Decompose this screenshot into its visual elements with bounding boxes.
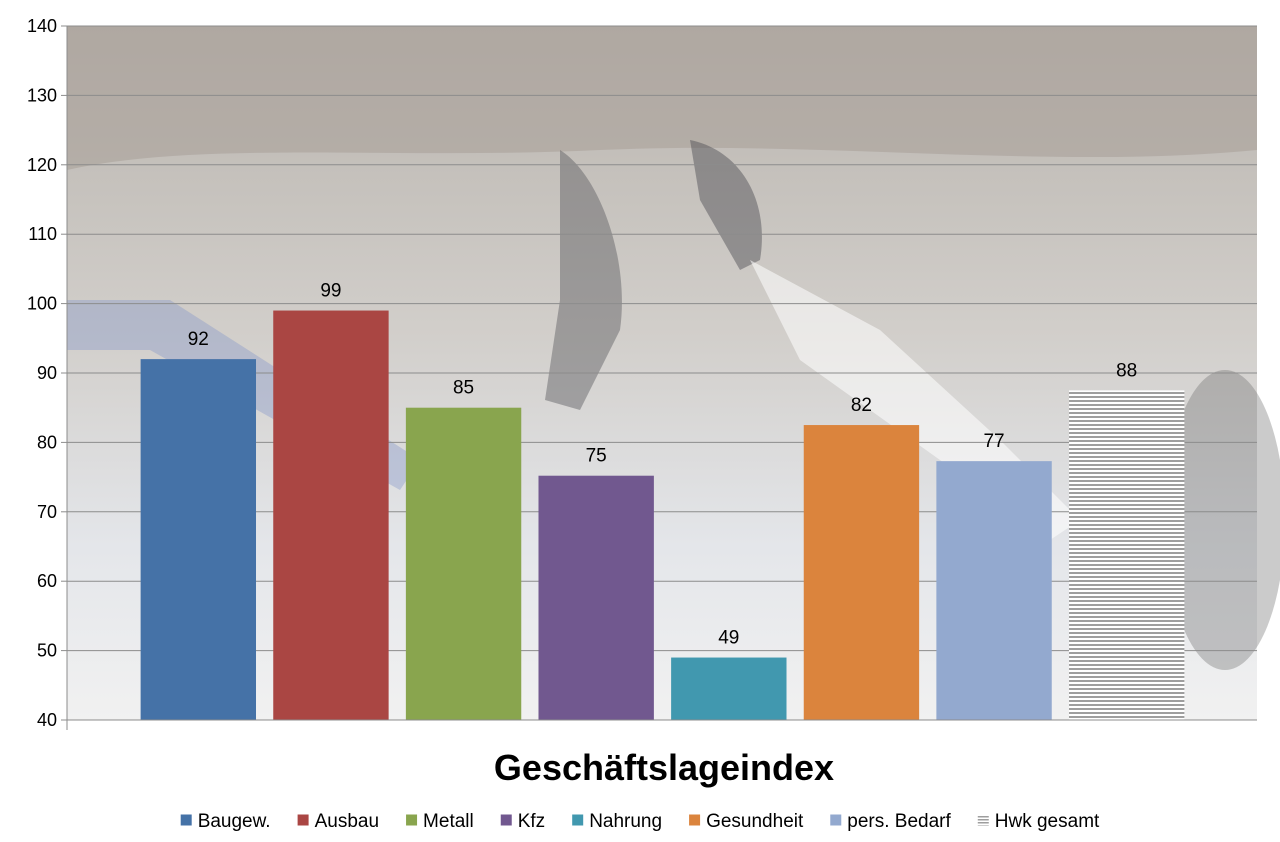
legend-label: Baugew. [198, 811, 271, 832]
bar-gesundheit [803, 425, 920, 720]
legend-swatch [977, 814, 989, 826]
data-label: 75 [586, 446, 607, 467]
legend-label: Ausbau [315, 811, 379, 832]
legend-swatch [689, 814, 701, 826]
legend-item: Nahrung [572, 811, 662, 832]
y-tick-label: 130 [27, 85, 57, 105]
legend-label: Metall [423, 811, 474, 832]
data-label: 77 [983, 431, 1004, 452]
y-tick-label: 50 [37, 641, 57, 661]
bar-pers-bedarf [936, 461, 1052, 720]
data-label: 82 [851, 395, 872, 416]
legend-swatch [180, 814, 192, 826]
legend-item: Kfz [500, 811, 545, 832]
y-tick-label: 100 [27, 294, 57, 314]
legend-swatch [830, 814, 842, 826]
chart-title: Geschäftslageindex [494, 747, 834, 788]
y-tick-label: 60 [37, 571, 57, 591]
legend-swatch [406, 814, 418, 826]
data-labels: 92 99 85 75 49 82 77 88 [188, 281, 1138, 649]
legend-label: Hwk gesamt [995, 811, 1100, 832]
legend-label: pers. Bedarf [847, 811, 951, 832]
legend-label: Kfz [518, 811, 545, 832]
legend-item: pers. Bedarf [830, 811, 951, 832]
axes [66, 26, 1257, 730]
bar-metall [405, 407, 522, 720]
bar-kfz [538, 475, 654, 720]
legend-swatch [297, 814, 309, 826]
y-tick-label: 70 [37, 502, 57, 522]
y-tick-label: 120 [27, 155, 57, 175]
legend-label: Gesundheit [706, 811, 804, 832]
bar-ausbau [273, 310, 389, 720]
y-tick-label: 40 [37, 710, 57, 730]
bar-nahrung [671, 657, 787, 720]
legend-item: Ausbau [297, 811, 379, 832]
legend-item: Baugew. [180, 811, 271, 832]
legend-swatch [500, 814, 512, 826]
y-tick-label: 140 [27, 16, 57, 36]
legend-item: Metall [406, 811, 474, 832]
y-tick-label: 110 [28, 224, 57, 244]
legend-label: Nahrung [589, 811, 662, 832]
data-label: 92 [188, 329, 209, 350]
data-label: 99 [320, 281, 341, 302]
legend-item: Hwk gesamt [977, 811, 1100, 832]
data-label: 49 [718, 628, 739, 649]
bar-hwk-gesamt [1068, 390, 1185, 720]
data-label: 85 [453, 378, 474, 399]
legend-swatch [572, 814, 584, 826]
bar-baugew [140, 359, 257, 720]
data-label: 88 [1116, 360, 1137, 381]
legend-item: Gesundheit [689, 811, 804, 832]
bars [140, 310, 1185, 720]
y-tick-label: 80 [37, 432, 57, 452]
legend: Baugew. Ausbau Metall Kfz Nahrung Gesundheit p… [180, 811, 1100, 832]
y-tick-label: 90 [37, 363, 57, 383]
y-axis-ticks: 40 50 60 70 80 90 100 110 120 130 140 [27, 16, 67, 730]
